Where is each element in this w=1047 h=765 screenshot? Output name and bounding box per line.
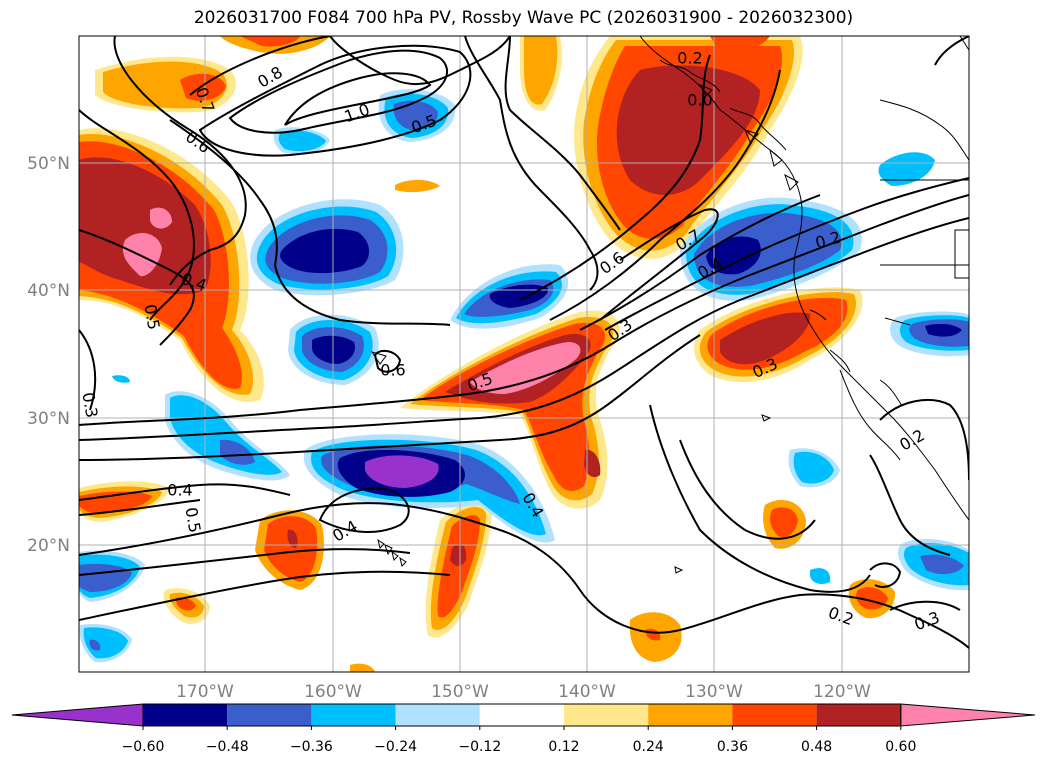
contour-label: 0.3	[912, 608, 942, 635]
lon-label: 160°W	[304, 682, 362, 702]
lat-label: 50°N	[27, 154, 70, 174]
contour-label: 0.4	[167, 481, 192, 500]
lon-label: 170°W	[176, 682, 234, 702]
negative-anomaly-west-center	[250, 199, 404, 296]
contour-label: 0.6	[380, 361, 405, 380]
map-title: 2026031700 F084 700 hPa PV, Rossby Wave …	[193, 8, 854, 28]
colorbar-tick-label: 0.36	[717, 739, 748, 755]
contour-label: 0.2	[677, 49, 702, 68]
map-gridlines	[79, 36, 969, 672]
negative-anomaly-north	[273, 89, 456, 155]
latitude-labels: 50°N 40°N 30°N 20°N	[27, 154, 70, 556]
colorbar-swatch	[311, 704, 396, 726]
lon-label: 130°W	[685, 682, 743, 702]
colorbar-tick-label: −0.36	[290, 739, 333, 755]
colorbar-swatch	[816, 704, 901, 726]
colorbar-tick-label: 0.60	[885, 739, 916, 755]
lon-label: 150°W	[431, 682, 489, 702]
colorbar-swatch	[564, 704, 649, 726]
colorbar-swatch	[143, 704, 228, 726]
colorbar: −0.60 −0.48 −0.36 −0.24 −0.12 0.12 0.24 0.36 0.4…	[11, 703, 1036, 755]
colorbar-swatch	[479, 704, 564, 726]
colorbar-tick-label: 0.48	[801, 739, 832, 755]
lon-label: 120°W	[813, 682, 871, 702]
lat-label: 20°N	[27, 536, 70, 556]
colorbar-swatch	[395, 704, 480, 726]
map-frame	[78, 35, 970, 673]
positive-anomaly-west	[79, 128, 264, 402]
colorbar-tick-label: −0.24	[374, 739, 417, 755]
colorbar-tick-label: −0.60	[122, 739, 165, 755]
contour-label: 0.2	[826, 603, 856, 630]
contour-label: 1.0	[342, 100, 372, 127]
contour-label: 0.3	[78, 391, 101, 419]
lon-label: 140°W	[558, 682, 616, 702]
contour-label: 0.0	[687, 91, 712, 110]
coastlines	[370, 36, 969, 574]
positive-anomaly-central	[400, 310, 620, 509]
colorbar-swatch	[732, 704, 817, 726]
colorbar-swatch	[227, 704, 312, 726]
lat-label: 30°N	[27, 409, 70, 429]
positive-anomaly-northwest	[95, 36, 330, 113]
colorbar-extend-low	[11, 703, 144, 727]
contour-label: 0.5	[140, 303, 163, 331]
contour-label: 0.8	[254, 62, 286, 91]
colorbar-tick-label: 0.24	[633, 739, 664, 755]
contour-label: 0.4	[329, 516, 361, 545]
colorbar-swatch	[648, 704, 733, 726]
colorbar-extend-high	[900, 703, 1036, 727]
contour-label: 0.5	[181, 506, 204, 534]
lat-label: 40°N	[27, 281, 70, 301]
colorbar-tick-label: −0.12	[458, 739, 501, 755]
longitude-labels: 170°W 160°W 150°W 140°W 130°W 120°W	[176, 682, 871, 702]
colorbar-tick-label: −0.48	[206, 739, 249, 755]
colorbar-outline	[142, 703, 902, 727]
positive-anomaly-northeast	[574, 36, 803, 259]
contour-label: 0.2	[896, 425, 928, 454]
pv-contours	[79, 36, 969, 649]
colorbar-tick-label: 0.12	[548, 739, 579, 755]
